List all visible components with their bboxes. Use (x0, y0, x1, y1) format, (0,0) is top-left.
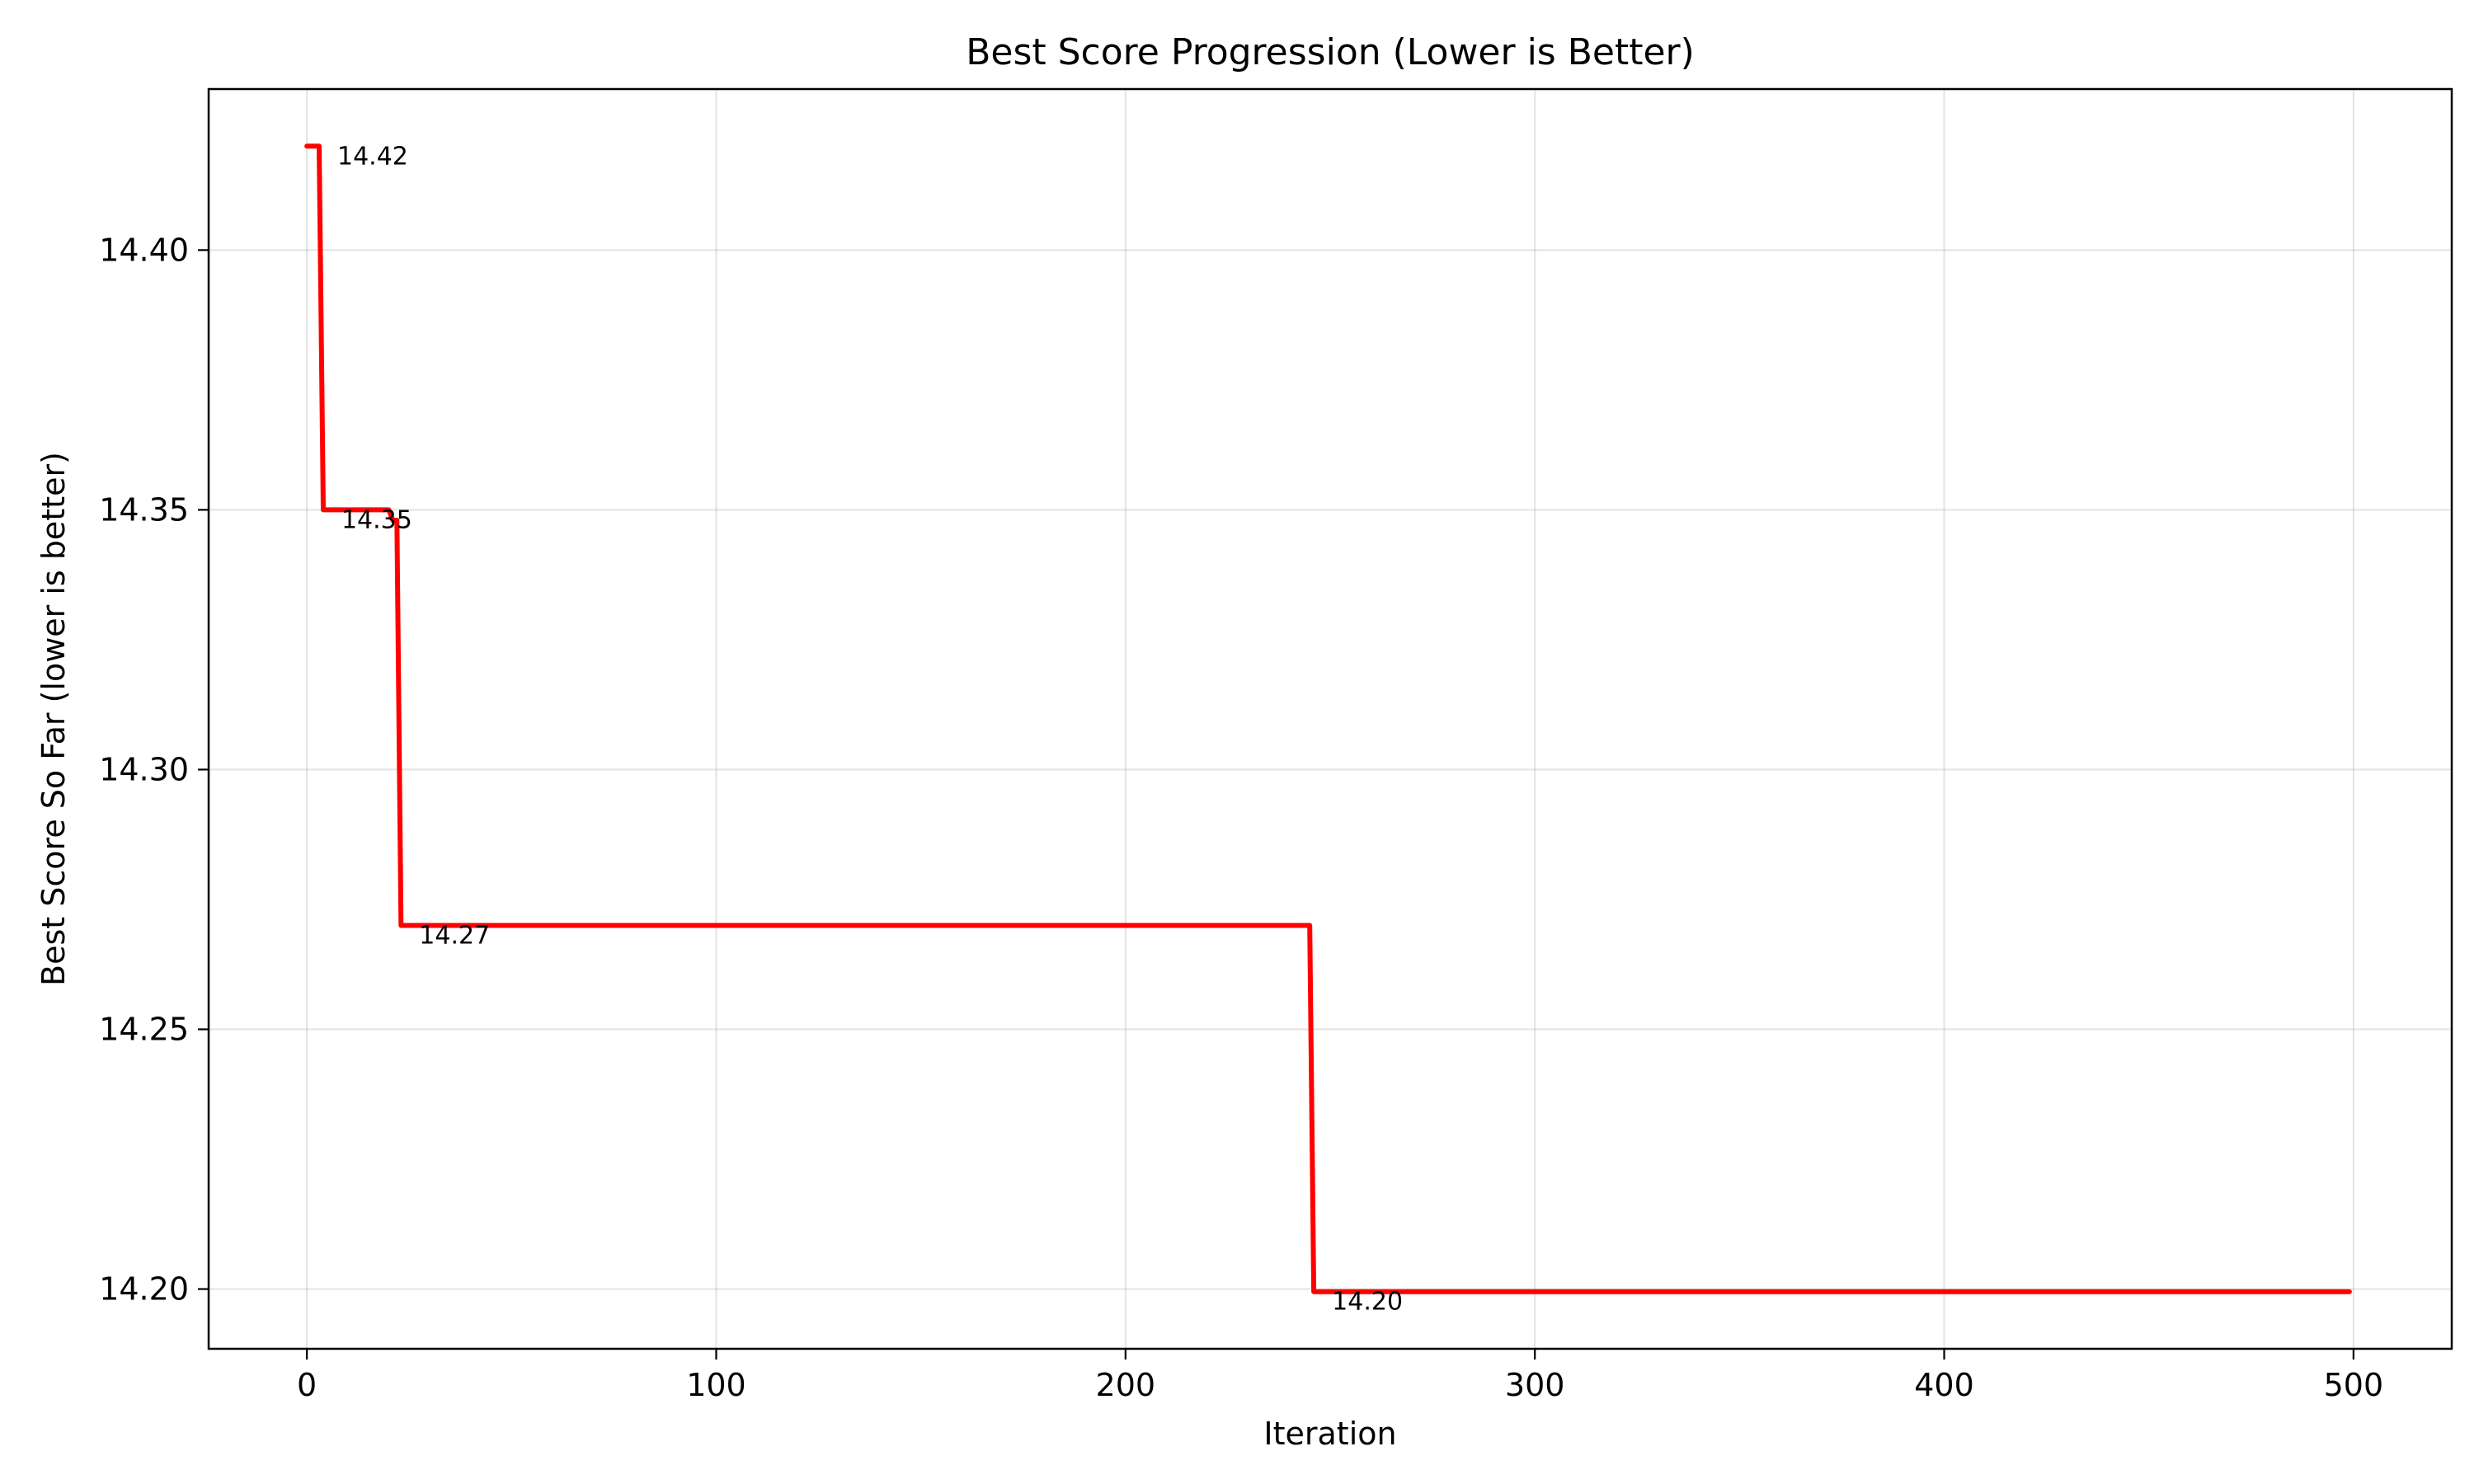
y-tick-label: 14.30 (99, 751, 189, 787)
data-label: 14.27 (419, 921, 490, 950)
data-label: 14.35 (341, 505, 412, 534)
y-axis-ticks: 14.20 14.25 14.30 14.35 14.40 (99, 232, 209, 1308)
annotations: 14.42 14.35 14.27 14.20 (337, 142, 1403, 1316)
x-tick-label: 400 (1914, 1367, 1974, 1403)
x-axis-ticks: 0 100 200 300 400 500 (297, 1349, 2383, 1403)
y-tick-label: 14.40 (99, 232, 189, 268)
x-tick-label: 0 (297, 1367, 317, 1403)
series-line (304, 143, 2352, 1294)
data-label: 14.42 (337, 142, 408, 171)
chart-title: Best Score Progression (Lower is Better) (966, 31, 1695, 73)
y-axis-label: Best Score So Far (lower is better) (35, 452, 72, 986)
y-tick-label: 14.35 (99, 491, 189, 528)
x-axis-label: Iteration (1263, 1416, 1396, 1452)
plot-area-frame (207, 87, 2453, 1350)
series-layer (304, 143, 2352, 1294)
data-label: 14.20 (1332, 1288, 1403, 1317)
x-tick-label: 500 (2324, 1367, 2384, 1403)
y-tick-label: 14.20 (99, 1271, 189, 1308)
grid (209, 89, 2452, 1349)
x-tick-label: 200 (1096, 1367, 1156, 1403)
x-tick-label: 300 (1505, 1367, 1565, 1403)
x-tick-label: 100 (686, 1367, 746, 1403)
y-tick-label: 14.25 (99, 1011, 189, 1047)
